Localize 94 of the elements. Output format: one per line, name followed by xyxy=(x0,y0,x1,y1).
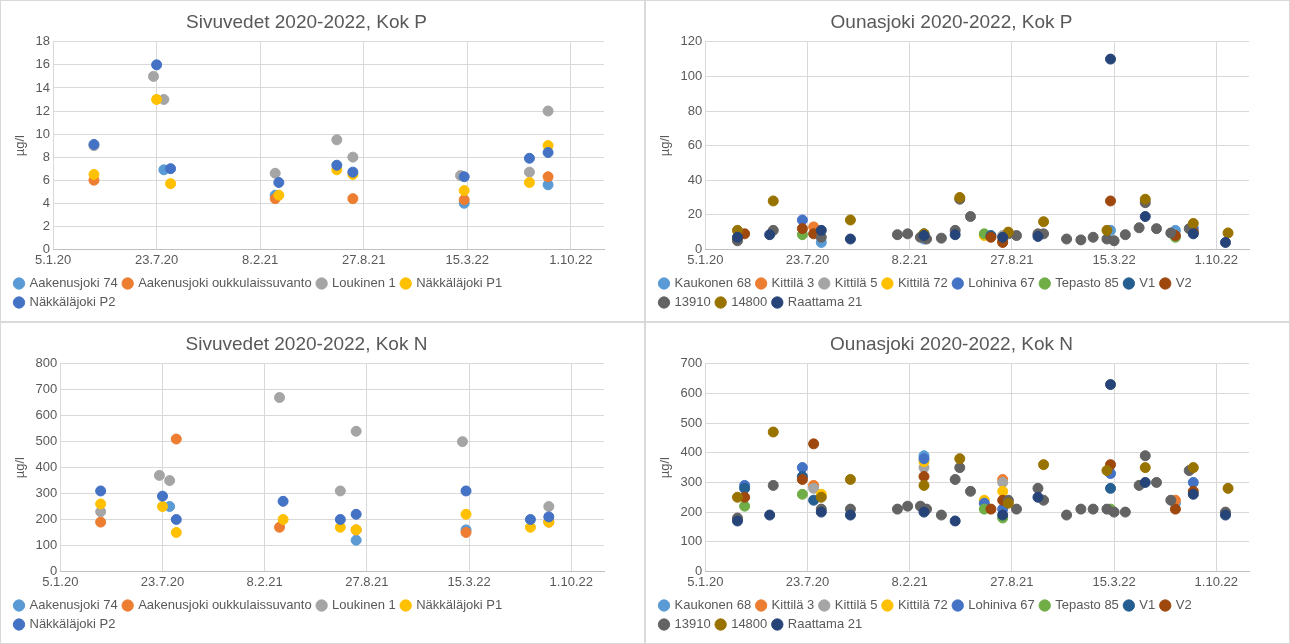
legend-label: Lohiniva 67 xyxy=(968,597,1035,613)
legend-label: Näkkäläjoki P1 xyxy=(416,275,503,291)
legend-label: V2 xyxy=(1175,275,1192,291)
y-tick-label: 700 xyxy=(35,381,58,397)
legend-label: Näkkäläjoki P2 xyxy=(29,294,116,310)
legend-label: Aakenusjoki 74 xyxy=(29,597,118,613)
y-axis-title: µg/l xyxy=(657,134,673,157)
y-tick-label: 2 xyxy=(42,217,51,233)
legend-label: Näkkäläjoki P2 xyxy=(29,616,116,632)
y-axis-title: µg/l xyxy=(12,134,28,157)
y-tick-label: 8 xyxy=(42,148,51,164)
x-tick-label: 1.10.22 xyxy=(549,573,593,589)
legend-label: Tepasto 85 xyxy=(1055,597,1119,613)
legend-label: Loukinen 1 xyxy=(332,597,396,613)
legend-label: Aakenusjoki oukkulaissuvanto xyxy=(138,597,312,613)
y-tick-label: 120 xyxy=(680,33,703,49)
chart-title: Ounasjoki 2020-2022, Kok P xyxy=(830,10,1073,32)
x-tick-label: 8.2.21 xyxy=(242,251,279,267)
x-tick-label: 8.2.21 xyxy=(891,251,928,267)
y-tick-label: 80 xyxy=(687,102,703,118)
legend-label: V1 xyxy=(1139,597,1156,613)
legend-label: 14800 xyxy=(731,616,768,632)
x-tick-label: 15.3.22 xyxy=(445,251,489,267)
legend-label: V2 xyxy=(1175,597,1192,613)
legend-label: V1 xyxy=(1139,275,1156,291)
legend-label: Kittilä 3 xyxy=(771,597,815,613)
y-tick-label: 40 xyxy=(687,171,703,187)
y-axis-title: µg/l xyxy=(12,456,28,479)
x-tick-label: 1.10.22 xyxy=(549,251,593,267)
legend-label: Aakenusjoki oukkulaissuvanto xyxy=(138,275,312,291)
legend-label: Tepasto 85 xyxy=(1055,275,1119,291)
x-tick-label: 15.3.22 xyxy=(1092,251,1136,267)
y-tick-label: 60 xyxy=(687,137,703,153)
y-tick-label: 4 xyxy=(42,194,51,210)
legend-label: Loukinen 1 xyxy=(332,275,396,291)
chart-title: Sivuvedet 2020-2022, Kok N xyxy=(185,332,428,354)
y-tick-label: 200 xyxy=(35,511,58,527)
y-tick-label: 20 xyxy=(687,206,703,222)
y-tick-label: 14 xyxy=(35,79,51,95)
legend-label: Kittilä 5 xyxy=(834,275,878,291)
legend-label: Lohiniva 67 xyxy=(968,275,1035,291)
x-tick-label: 8.2.21 xyxy=(891,573,928,589)
x-tick-label: 8.2.21 xyxy=(246,573,283,589)
legend-label: Aakenusjoki 74 xyxy=(29,275,118,291)
legend-label: Kaukonen 68 xyxy=(674,597,752,613)
y-tick-label: 800 xyxy=(35,355,58,371)
x-tick-label: 23.7.20 xyxy=(785,251,830,267)
x-tick-label: 23.7.20 xyxy=(140,573,185,589)
y-tick-label: 400 xyxy=(680,444,703,460)
y-tick-label: 500 xyxy=(35,433,58,449)
legend-label: Kittilä 5 xyxy=(834,597,878,613)
x-tick-label: 1.10.22 xyxy=(1194,251,1238,267)
y-tick-label: 12 xyxy=(35,102,51,118)
x-tick-label: 27.8.21 xyxy=(342,251,386,267)
x-tick-label: 27.8.21 xyxy=(345,573,389,589)
y-tick-label: 500 xyxy=(680,414,703,430)
legend-label: Näkkäläjoki P1 xyxy=(416,597,503,613)
y-tick-label: 16 xyxy=(35,56,51,72)
y-tick-label: 400 xyxy=(35,459,58,475)
x-tick-label: 27.8.21 xyxy=(990,573,1034,589)
legend-label: Kaukonen 68 xyxy=(674,275,752,291)
y-tick-label: 18 xyxy=(35,33,51,49)
y-tick-label: 300 xyxy=(35,485,58,501)
chart-title: Sivuvedet 2020-2022, Kok P xyxy=(186,10,427,32)
x-tick-label: 23.7.20 xyxy=(785,573,830,589)
legend-label: Raattama 21 xyxy=(787,294,863,310)
y-tick-label: 100 xyxy=(35,537,58,553)
legend-label: Kittilä 72 xyxy=(897,597,948,613)
y-tick-label: 6 xyxy=(42,171,51,187)
y-tick-label: 100 xyxy=(680,533,703,549)
x-tick-label: 23.7.20 xyxy=(134,251,179,267)
y-tick-label: 200 xyxy=(680,503,703,519)
legend-label: Raattama 21 xyxy=(787,616,863,632)
y-tick-label: 0 xyxy=(695,240,703,256)
chart-title: Ounasjoki 2020-2022, Kok N xyxy=(830,332,1073,354)
legend-label: Kittilä 3 xyxy=(771,275,815,291)
y-tick-label: 600 xyxy=(680,385,703,401)
y-tick-label: 600 xyxy=(35,407,58,423)
x-tick-label: 1.10.22 xyxy=(1194,573,1238,589)
legend-label: 14800 xyxy=(731,294,768,310)
legend-label: 13910 xyxy=(674,616,711,632)
y-tick-label: 300 xyxy=(680,474,703,490)
y-tick-label: 0 xyxy=(42,240,51,256)
y-tick-label: 700 xyxy=(680,355,703,371)
x-tick-label: 15.3.22 xyxy=(447,573,491,589)
y-tick-label: 100 xyxy=(680,67,703,83)
y-tick-label: 10 xyxy=(35,125,51,141)
legend-label: 13910 xyxy=(674,294,711,310)
legend-label: Kittilä 72 xyxy=(897,275,948,291)
x-tick-label: 15.3.22 xyxy=(1092,573,1136,589)
x-tick-label: 27.8.21 xyxy=(990,251,1034,267)
y-tick-label: 0 xyxy=(50,562,58,578)
y-axis-title: µg/l xyxy=(657,456,673,479)
y-tick-label: 0 xyxy=(695,562,703,578)
